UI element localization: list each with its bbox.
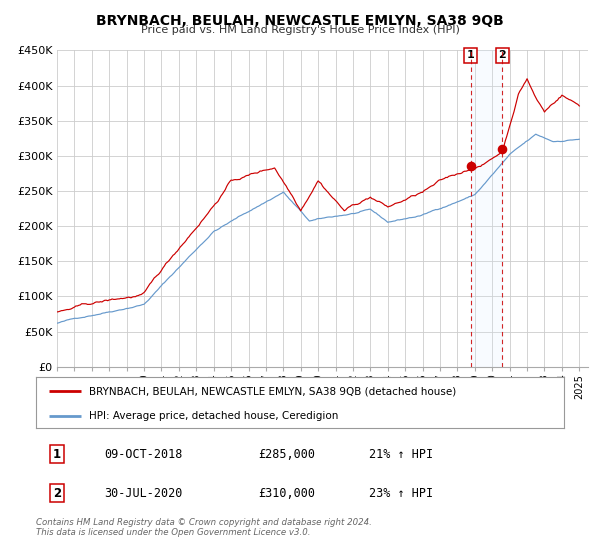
Text: 2: 2 bbox=[499, 50, 506, 60]
Text: BRYNBACH, BEULAH, NEWCASTLE EMLYN, SA38 9QB: BRYNBACH, BEULAH, NEWCASTLE EMLYN, SA38 … bbox=[96, 14, 504, 28]
Text: £310,000: £310,000 bbox=[258, 487, 315, 500]
Text: BRYNBACH, BEULAH, NEWCASTLE EMLYN, SA38 9QB (detached house): BRYNBACH, BEULAH, NEWCASTLE EMLYN, SA38 … bbox=[89, 386, 456, 396]
Text: HPI: Average price, detached house, Ceredigion: HPI: Average price, detached house, Cere… bbox=[89, 410, 338, 421]
Text: 09-OCT-2018: 09-OCT-2018 bbox=[104, 447, 183, 460]
Point bbox=[497, 144, 507, 153]
Bar bbox=[471, 50, 502, 367]
Point bbox=[466, 162, 476, 171]
Text: 23% ↑ HPI: 23% ↑ HPI bbox=[368, 487, 433, 500]
Text: 1: 1 bbox=[467, 50, 475, 60]
Text: Price paid vs. HM Land Registry's House Price Index (HPI): Price paid vs. HM Land Registry's House … bbox=[140, 25, 460, 35]
Text: 2: 2 bbox=[53, 487, 61, 500]
Text: 30-JUL-2020: 30-JUL-2020 bbox=[104, 487, 183, 500]
Text: 1: 1 bbox=[53, 447, 61, 460]
Text: 21% ↑ HPI: 21% ↑ HPI bbox=[368, 447, 433, 460]
Text: Contains HM Land Registry data © Crown copyright and database right 2024.
This d: Contains HM Land Registry data © Crown c… bbox=[36, 518, 372, 538]
Text: £285,000: £285,000 bbox=[258, 447, 315, 460]
